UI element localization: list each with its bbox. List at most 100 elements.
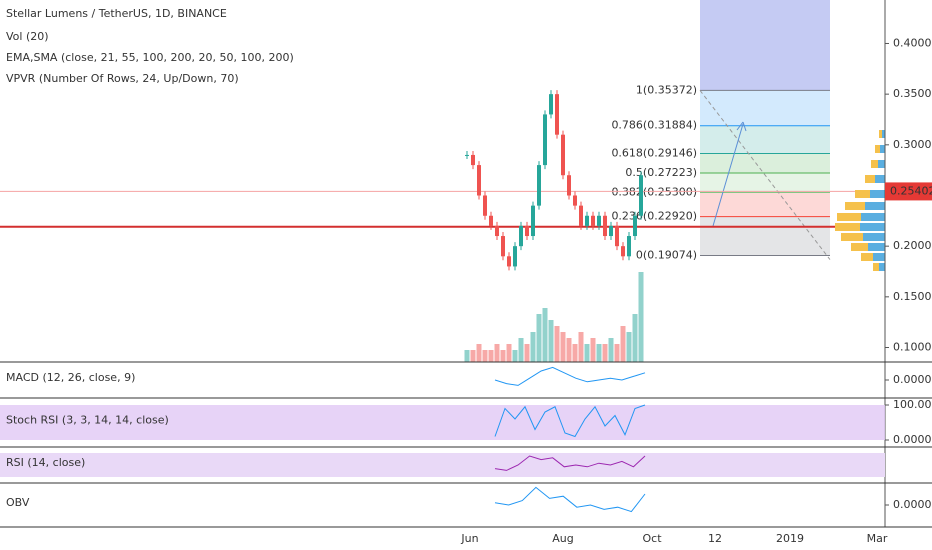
candle — [549, 94, 553, 115]
volume-profile — [863, 233, 885, 241]
candle — [603, 215, 607, 237]
rsi-band — [0, 453, 885, 477]
fib-top-zone — [700, 0, 830, 91]
volume-bar — [614, 344, 620, 362]
volume-profile — [851, 243, 868, 251]
candle — [471, 154, 475, 166]
candle — [585, 215, 589, 226]
volume-bar — [572, 344, 578, 362]
indicator-line — [494, 455, 646, 471]
volume-profile — [871, 160, 878, 168]
volume-profile — [865, 175, 875, 183]
volume-bar — [608, 338, 614, 362]
volume-profile — [878, 160, 885, 168]
fib-label: 0.382(0.25300) — [611, 185, 697, 198]
volume-bar — [596, 344, 602, 362]
fib-label: 0.618(0.29146) — [611, 146, 697, 159]
volume-profile — [879, 130, 882, 138]
candle — [579, 205, 583, 226]
fib-band — [700, 216, 830, 256]
candle — [561, 134, 565, 176]
volume-bar — [464, 350, 470, 362]
price-tag — [885, 182, 932, 201]
candle — [639, 175, 643, 216]
volume-bar — [602, 344, 608, 362]
fib-label: 0(0.19074) — [636, 249, 697, 262]
volume-bar — [638, 272, 644, 362]
volume-bar — [548, 320, 554, 362]
volume-bar — [518, 338, 524, 362]
panel-label: MACD (12, 26, close, 9) — [6, 371, 135, 384]
candle — [609, 225, 613, 237]
indicator-label: VPVR (Number Of Rows, 24, Up/Down, 70) — [6, 72, 239, 85]
fib-band — [700, 153, 830, 173]
volume-bar — [554, 326, 560, 362]
title: Stellar Lumens / TetherUS, 1D, BINANCE — [6, 7, 227, 20]
candle — [633, 215, 637, 237]
candle — [519, 225, 523, 247]
price-tag-label: 0.25402 — [890, 184, 932, 197]
candle — [477, 165, 481, 196]
volume-bar — [566, 338, 572, 362]
candle — [501, 236, 505, 257]
volume-profile — [845, 202, 865, 210]
volume-bar — [584, 344, 590, 362]
volume-profile — [841, 233, 863, 241]
volume-bar — [476, 344, 482, 362]
y-tick-label: 100.0000 — [893, 398, 932, 411]
candle — [489, 215, 493, 226]
y-tick-label: 0.0000 — [893, 433, 932, 446]
candle — [495, 225, 499, 237]
indicator-label: Vol (20) — [6, 30, 49, 43]
x-tick-label: Aug — [552, 532, 573, 545]
candle — [597, 215, 601, 226]
volume-bar — [530, 332, 536, 362]
candle — [615, 225, 619, 247]
stoch-band — [0, 405, 885, 440]
volume-bar — [500, 350, 506, 362]
panel-label: Stoch RSI (3, 3, 14, 14, close) — [6, 414, 169, 427]
fib-band — [700, 90, 830, 126]
volume-profile — [865, 202, 885, 210]
volume-profile — [861, 213, 885, 221]
volume-profile — [882, 130, 885, 138]
panel-label: RSI (14, close) — [6, 456, 85, 469]
x-tick-label: 12 — [708, 532, 722, 545]
candle — [465, 154, 469, 156]
volume-bar — [578, 332, 584, 362]
candle — [537, 165, 541, 206]
volume-bar — [590, 338, 596, 362]
candle — [483, 195, 487, 216]
y-tick-label: 0.0000 — [893, 373, 932, 386]
candle — [507, 256, 511, 267]
arrow — [712, 123, 744, 227]
candle — [573, 195, 577, 206]
indicator-label: EMA,SMA (close, 21, 55, 100, 200, 20, 50… — [6, 51, 294, 64]
candle — [531, 205, 535, 237]
indicator-line — [494, 486, 646, 513]
panel-label: OBV — [6, 496, 30, 509]
volume-bar — [632, 314, 638, 362]
volume-bar — [626, 332, 632, 362]
volume-bar — [524, 344, 530, 362]
volume-bar — [560, 332, 566, 362]
volume-profile — [860, 223, 885, 231]
candle — [621, 246, 625, 257]
volume-profile — [875, 145, 880, 153]
fib-label: 0.5(0.27223) — [625, 166, 697, 179]
candle — [525, 225, 529, 237]
volume-bar — [512, 350, 518, 362]
volume-profile — [875, 175, 885, 183]
fib-band — [700, 125, 830, 154]
volume-profile — [873, 263, 879, 271]
volume-bar — [536, 314, 542, 362]
volume-profile — [855, 190, 870, 198]
volume-profile — [880, 145, 885, 153]
candle — [555, 94, 559, 135]
